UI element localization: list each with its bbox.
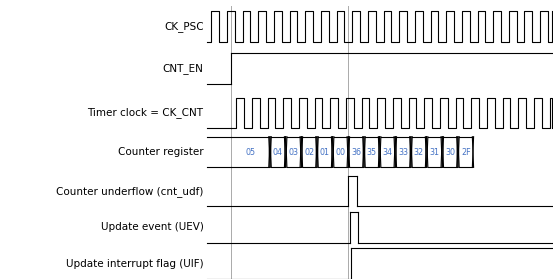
Text: 02: 02: [304, 148, 314, 157]
Text: CNT_EN: CNT_EN: [163, 63, 204, 74]
Text: 34: 34: [383, 148, 393, 157]
Text: 35: 35: [367, 148, 377, 157]
Text: 04: 04: [273, 148, 283, 157]
Text: 33: 33: [398, 148, 408, 157]
Text: 30: 30: [445, 148, 455, 157]
Text: 2F: 2F: [461, 148, 471, 157]
Text: Counter register: Counter register: [118, 147, 204, 157]
Text: Update interrupt flag (UIF): Update interrupt flag (UIF): [66, 259, 204, 269]
Text: 01: 01: [320, 148, 330, 157]
Text: Update event (UEV): Update event (UEV): [101, 222, 204, 232]
Text: CK_PSC: CK_PSC: [164, 21, 204, 32]
Text: Timer clock = CK_CNT: Timer clock = CK_CNT: [87, 107, 204, 119]
Text: 31: 31: [430, 148, 440, 157]
Text: Counter underflow (cnt_udf): Counter underflow (cnt_udf): [56, 186, 204, 197]
Text: 03: 03: [289, 148, 299, 157]
Text: 32: 32: [414, 148, 424, 157]
Text: 00: 00: [336, 148, 346, 157]
Text: 05: 05: [246, 148, 255, 157]
Text: 36: 36: [351, 148, 361, 157]
